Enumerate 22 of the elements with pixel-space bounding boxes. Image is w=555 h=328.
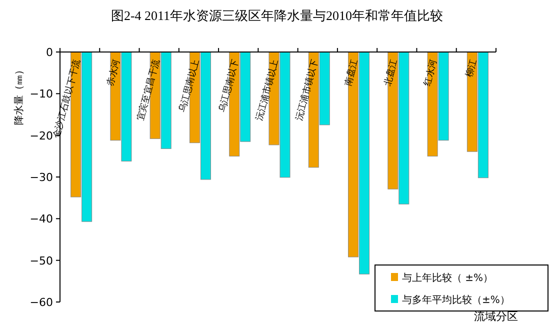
y-tick-label: −40 — [30, 212, 53, 226]
y-tick-label: −10 — [30, 88, 53, 101]
y-tick-label: −60 — [30, 296, 53, 309]
x-tick-label: 沅江浦市镇以上 — [254, 58, 281, 122]
y-axis-title: 降水量（㎜） — [13, 65, 25, 125]
legend-label: 与上年比较（ ±%） — [402, 272, 494, 284]
y-tick-label: −50 — [30, 254, 53, 268]
x-tick-label: 乌江思南以下 — [216, 58, 242, 114]
x-axis-title: 流域分区 — [474, 310, 518, 323]
x-tick-label: 南盘江 — [342, 58, 360, 88]
x-tick-label: 柳江 — [464, 58, 480, 78]
x-tick-label: 宜宾至宜昌干流 — [135, 58, 162, 122]
x-tick-label: 北盘江 — [382, 58, 400, 88]
y-tick-label: −20 — [30, 129, 53, 142]
chart-title: 图2-4 2011年水资源三级区年降水量与2010年和常年值比较 — [110, 8, 444, 23]
x-tick-label: 乌江思南以上 — [177, 58, 202, 114]
y-tick-label: 0 — [46, 46, 53, 59]
legend-label: 与多年平均比较（±%） — [402, 294, 510, 306]
y-tick-label: −30 — [30, 171, 53, 184]
x-tick-label: 红水河 — [422, 58, 440, 88]
x-tick-label: 沅江浦市镇以下 — [294, 58, 321, 122]
x-tick-label: 赤水河 — [104, 58, 122, 88]
